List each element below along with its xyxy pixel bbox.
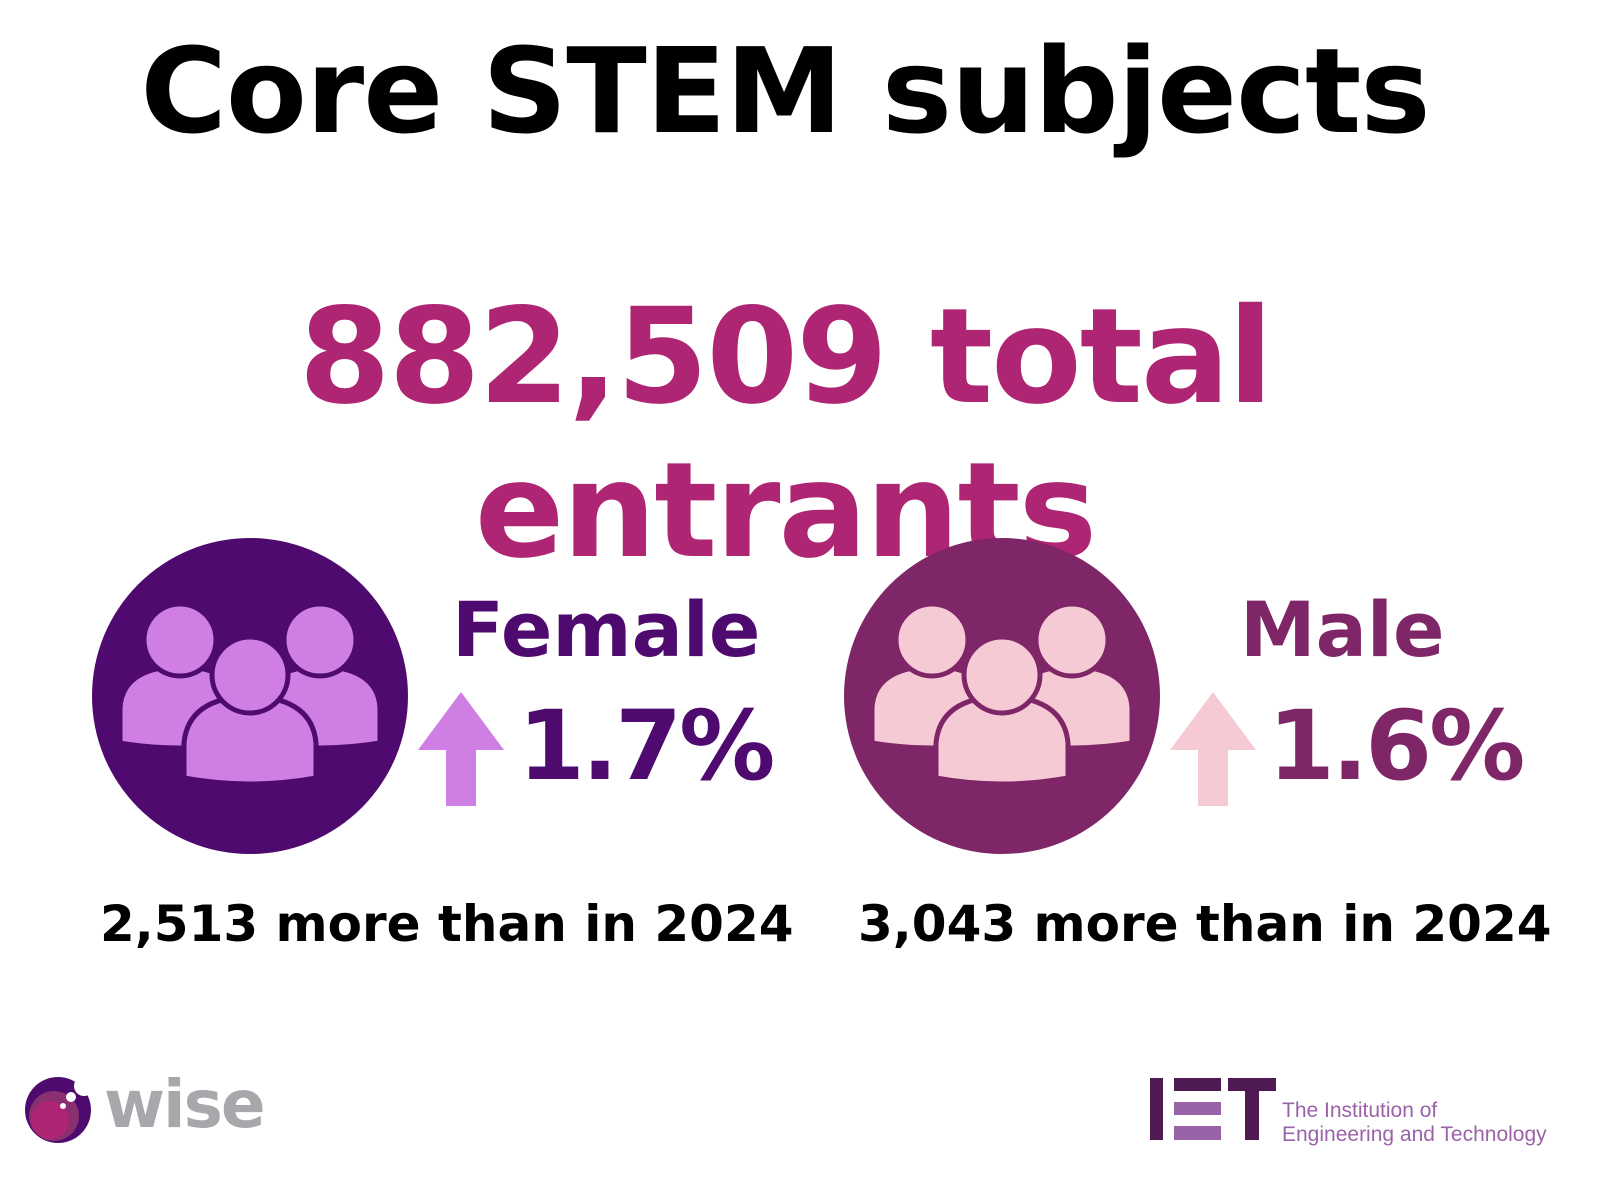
male-more: 3,043 more than in 2024 xyxy=(858,895,1552,953)
people-icon xyxy=(117,601,383,787)
female-label: Female xyxy=(452,585,761,674)
female-change: 1.7% xyxy=(518,690,775,802)
arrow-up-icon xyxy=(418,692,504,806)
iet-line-1: The Institution of xyxy=(1282,1099,1438,1122)
people-icon xyxy=(869,601,1135,787)
female-circle xyxy=(92,538,408,854)
male-change: 1.6% xyxy=(1268,690,1525,802)
iet-name: The Institution of Engineering and Techn… xyxy=(1282,1099,1547,1147)
arrow-up-icon xyxy=(1170,692,1256,806)
iet-logo-icon xyxy=(1150,1078,1276,1140)
wise-logo-icon xyxy=(25,1076,94,1143)
wise-logo-text: wise xyxy=(104,1066,266,1143)
male-circle xyxy=(844,538,1160,854)
female-more: 2,513 more than in 2024 xyxy=(100,895,794,953)
page-title: Core STEM subjects xyxy=(140,22,1430,160)
total-entrants: 882,509 total entrants xyxy=(298,280,1273,588)
male-label: Male xyxy=(1240,585,1445,674)
iet-line-2: Engineering and Technology xyxy=(1282,1123,1547,1146)
